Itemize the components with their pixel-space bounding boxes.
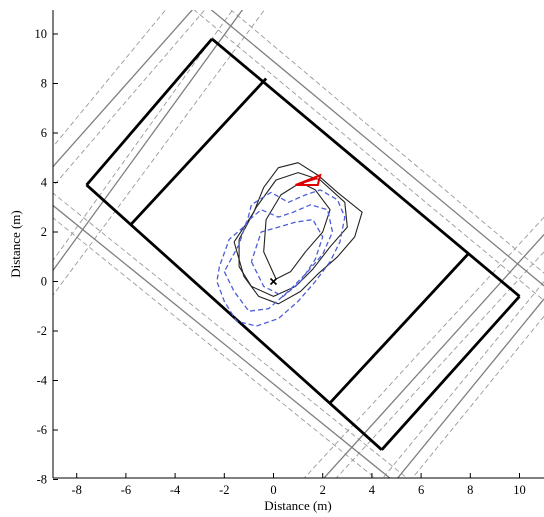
road-edge-dashed-line [193,10,544,302]
road-edge-dashed-line [53,10,206,188]
plot-area [53,10,544,478]
road-boundary-line [85,183,383,451]
x-tick-label: 4 [369,483,376,497]
trajectory-solid-black [263,181,331,280]
road-edge-grey-line [53,204,391,478]
y-tick-label: 6 [41,126,47,140]
trajectory-dashed-blue [216,189,346,327]
road-edge-dashed-line [230,10,544,274]
road-boundary-line [329,253,469,404]
y-tick-label: -8 [37,473,47,487]
road-boundary-line [129,77,268,226]
trajectory-dashed-blue [250,218,324,298]
road-edge-dashed-line [411,315,544,478]
y-ticks: -8 -6 -4 -2 0 2 4 6 8 10 [35,27,58,487]
x-ticks: -8 -6 -4 -2 0 2 4 6 8 10 [71,473,526,497]
road-edge-dashed-line [53,217,376,478]
road-edge-grey-line [396,298,544,478]
road-edge-dashed-line [53,192,408,478]
y-tick-label: 10 [35,27,48,41]
road-edge-grey-line [53,10,194,168]
road-boundary-line [380,295,521,451]
road-edge-dashed-line [53,10,167,148]
trajectory-solid-black [233,162,363,305]
road-edge-dashed-line [303,216,544,478]
x-tick-label: -6 [121,483,131,497]
x-tick-label: -8 [71,483,81,497]
x-tick-label: -4 [170,483,181,497]
x-tick-label: 2 [320,483,326,497]
red-triangle-hatch [295,177,318,186]
road-edge-dashed-line [53,10,265,296]
trajectory-solid-black [238,172,348,297]
road-edge-dashed-line [335,251,544,478]
x-axis-label: Distance (m) [264,498,332,513]
y-tick-label: -6 [37,423,47,437]
x-tick-label: 8 [467,483,473,497]
road-edge-grey-line [210,10,544,287]
start-point-marker [269,277,278,286]
y-tick-label: 8 [41,77,47,91]
road-edge-dashed-line [382,281,544,478]
y-axis-label: Distance (m) [8,210,23,278]
road-edge-grey-line [323,234,544,478]
y-tick-label: -2 [37,324,47,338]
y-tick-label: 2 [41,225,47,239]
x-tick-label: 6 [418,483,424,497]
y-tick-label: 0 [41,275,47,289]
y-tick-label: -4 [37,374,48,388]
road-edge-grey-line [53,10,244,272]
x-tick-label: 0 [270,483,276,497]
x-tick-label: -2 [219,483,229,497]
x-tick-label: 10 [513,483,526,497]
road-boundary-line [85,38,214,186]
y-tick-label: 4 [41,176,48,190]
trajectory-dashed-blue [223,204,334,312]
